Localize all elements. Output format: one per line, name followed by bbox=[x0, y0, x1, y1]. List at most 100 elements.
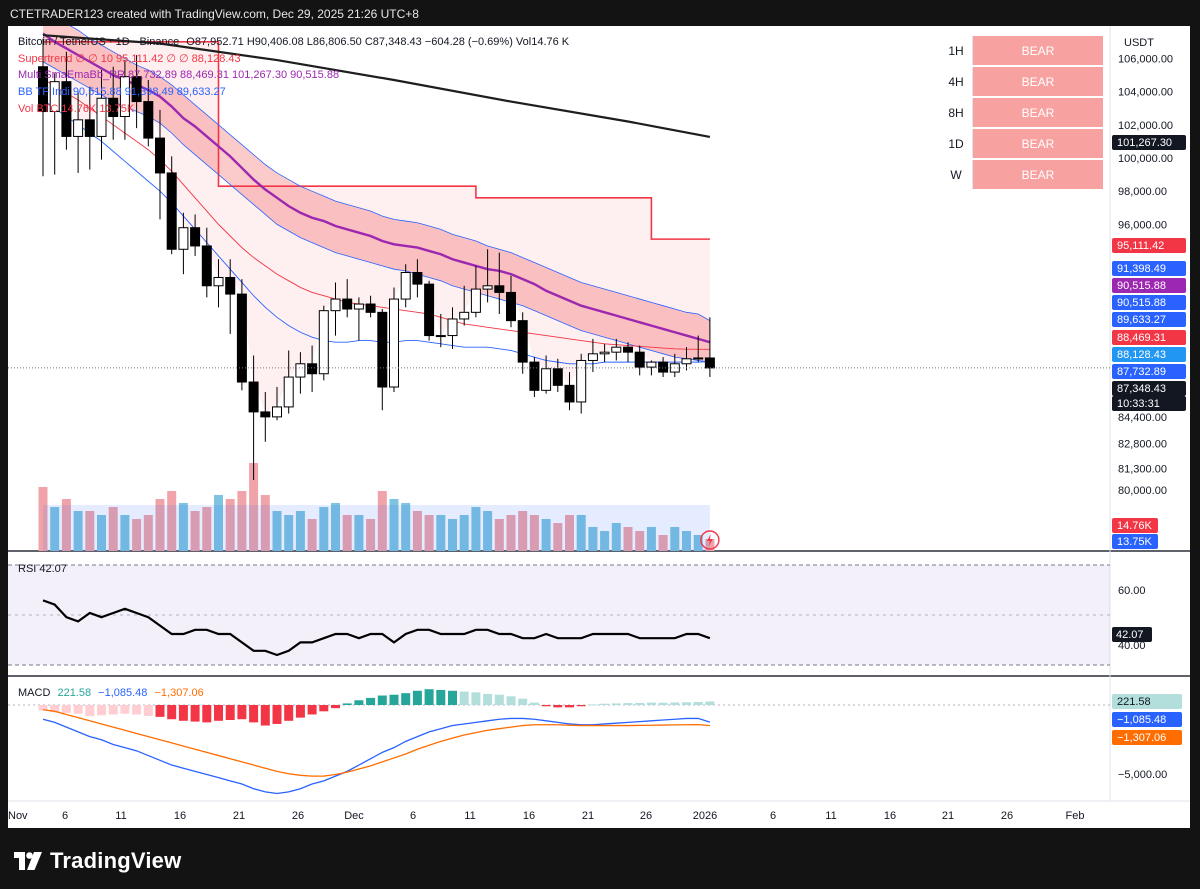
candle-body bbox=[541, 368, 552, 391]
volume-label-badge bbox=[1112, 534, 1158, 549]
volume-bar bbox=[120, 515, 130, 551]
volume-bar bbox=[167, 491, 177, 551]
legend-macd-label[interactable]: MACD bbox=[18, 687, 51, 699]
tradingview-logo[interactable]: TradingView bbox=[14, 848, 181, 874]
rsi-band bbox=[8, 565, 1110, 665]
signal-table: 1H BEAR 4H BEAR 8H BEAR 1D BEAR W BEAR bbox=[940, 36, 1103, 191]
volume-bar bbox=[249, 463, 259, 551]
candle-body bbox=[623, 346, 633, 353]
volume-bar bbox=[331, 503, 340, 551]
volume-bar bbox=[506, 515, 516, 551]
legend-vol[interactable]: Vol BTC 14.76K 13.75K bbox=[18, 103, 135, 115]
price-label-text: 10:33:31 bbox=[1117, 398, 1160, 410]
volume-bar bbox=[178, 503, 188, 551]
price-axis-tick: 84,400.00 bbox=[1118, 412, 1167, 424]
macd-histogram-bar bbox=[61, 705, 71, 713]
legend-symbol[interactable]: Bitcoin / TetherUS · 1D · Binance bbox=[18, 36, 180, 48]
macd-histogram-bar bbox=[190, 705, 200, 722]
volume-bar bbox=[623, 527, 633, 551]
candle-body bbox=[213, 276, 224, 287]
price-label-badge bbox=[1112, 295, 1186, 310]
volume-bar bbox=[143, 515, 153, 551]
replay-bolt-icon bbox=[700, 530, 720, 550]
macd-value-text: −1,307.06 bbox=[1117, 732, 1166, 744]
time-axis-tick: Feb bbox=[1066, 810, 1085, 822]
volume-ma-fill bbox=[43, 505, 710, 551]
rsi-axis-tick: 60.00 bbox=[1118, 585, 1146, 597]
macd-histogram-bar bbox=[366, 697, 376, 705]
candle-body bbox=[506, 291, 516, 322]
candle-body bbox=[424, 283, 435, 337]
chart-svg[interactable]: USDT 106,000.00 104,000.00 102,000.00 100,00… bbox=[8, 9, 1190, 828]
volume-bar bbox=[693, 535, 703, 551]
macd-histogram-bar bbox=[705, 701, 715, 705]
volume-bar bbox=[588, 527, 598, 551]
price-label-text: 87,348.43 bbox=[1117, 383, 1166, 395]
macd-histogram-bar bbox=[73, 705, 83, 714]
candle-body bbox=[307, 363, 318, 375]
macd-line bbox=[42, 717, 711, 795]
volume-bar bbox=[389, 499, 399, 551]
macd-histogram-bar bbox=[85, 705, 95, 717]
candle-body bbox=[389, 298, 399, 388]
time-axis-tick: 11 bbox=[825, 810, 836, 822]
legend-rsi[interactable]: RSI 42.07 bbox=[18, 563, 67, 575]
volume-bar bbox=[377, 491, 387, 551]
macd-histogram-bar bbox=[646, 702, 656, 705]
sma-red-line bbox=[42, 77, 710, 350]
signal-row: W BEAR bbox=[940, 159, 1103, 191]
macd-histogram-bar bbox=[389, 694, 399, 705]
candle-body bbox=[272, 406, 282, 418]
volume-bar bbox=[190, 511, 200, 551]
candle-body bbox=[587, 353, 598, 361]
legend-bb[interactable]: BB TF Indi 90,515.88 91,398.49 89,633.27 bbox=[18, 86, 226, 98]
macd-histogram-bar bbox=[518, 698, 528, 705]
signal-row: 1H BEAR bbox=[940, 36, 1103, 67]
time-axis-tick: 6 bbox=[62, 810, 68, 822]
rsi-value-badge bbox=[1112, 627, 1152, 642]
legend-multi[interactable]: Multi SmaEmaBb_RR 87,732.89 88,469.31 10… bbox=[18, 69, 340, 81]
macd-histogram-bar bbox=[377, 695, 387, 705]
price-label-badge bbox=[1112, 364, 1186, 379]
time-axis-tick: 21 bbox=[582, 810, 594, 822]
candle-body bbox=[470, 288, 481, 313]
price-axis-tick: 106,000.00 bbox=[1118, 53, 1173, 65]
macd-histogram-bar bbox=[412, 690, 422, 705]
volume-bar bbox=[97, 515, 106, 551]
macd-histogram-bar bbox=[225, 705, 235, 721]
candle-body bbox=[412, 272, 423, 285]
macd-histogram-bar bbox=[424, 689, 434, 705]
price-axis-tick: 82,800.00 bbox=[1118, 438, 1167, 450]
candle-body bbox=[155, 137, 165, 174]
time-axis-tick: Dec bbox=[344, 810, 364, 822]
volume-label-text: 13.75K bbox=[1117, 536, 1153, 548]
legend-symbol-row: Bitcoin / TetherUS · 1D · Binance O87,95… bbox=[18, 36, 573, 48]
volume-bar bbox=[541, 519, 551, 551]
bollinger-band-fill bbox=[43, 10, 710, 363]
macd-histogram-bar bbox=[635, 702, 645, 705]
bb-mid-line bbox=[42, 99, 710, 365]
candle-body bbox=[646, 361, 657, 368]
macd-histogram-bar bbox=[588, 704, 598, 706]
candle-body bbox=[482, 285, 493, 290]
time-axis-tick: 26 bbox=[1001, 810, 1013, 822]
price-label-text: 101,267.30 bbox=[1117, 137, 1172, 149]
footer-brand: TradingView bbox=[50, 848, 182, 873]
volume-bar bbox=[635, 531, 645, 551]
candle-body bbox=[704, 357, 715, 369]
legend-supertrend[interactable]: Supertrend ∅ ∅ 10 95,111.42 ∅ ∅ 88,128.4… bbox=[18, 53, 241, 65]
signal-value: BEAR bbox=[972, 66, 1103, 98]
legend-macd-hist: 221.58 bbox=[57, 687, 92, 699]
volume-bar bbox=[132, 519, 142, 551]
macd-histogram-bar bbox=[506, 696, 516, 705]
macd-histogram-bar bbox=[553, 705, 563, 708]
volume-bar bbox=[342, 515, 352, 551]
macd-histogram-bar bbox=[108, 705, 118, 715]
candle-body bbox=[260, 411, 271, 418]
macd-histogram-bar bbox=[97, 705, 106, 716]
price-label-badge bbox=[1112, 278, 1186, 293]
macd-signal-line bbox=[42, 709, 710, 777]
macd-histogram-bar bbox=[658, 702, 668, 705]
time-axis-tick: 16 bbox=[884, 810, 896, 822]
candle-body bbox=[564, 384, 575, 403]
